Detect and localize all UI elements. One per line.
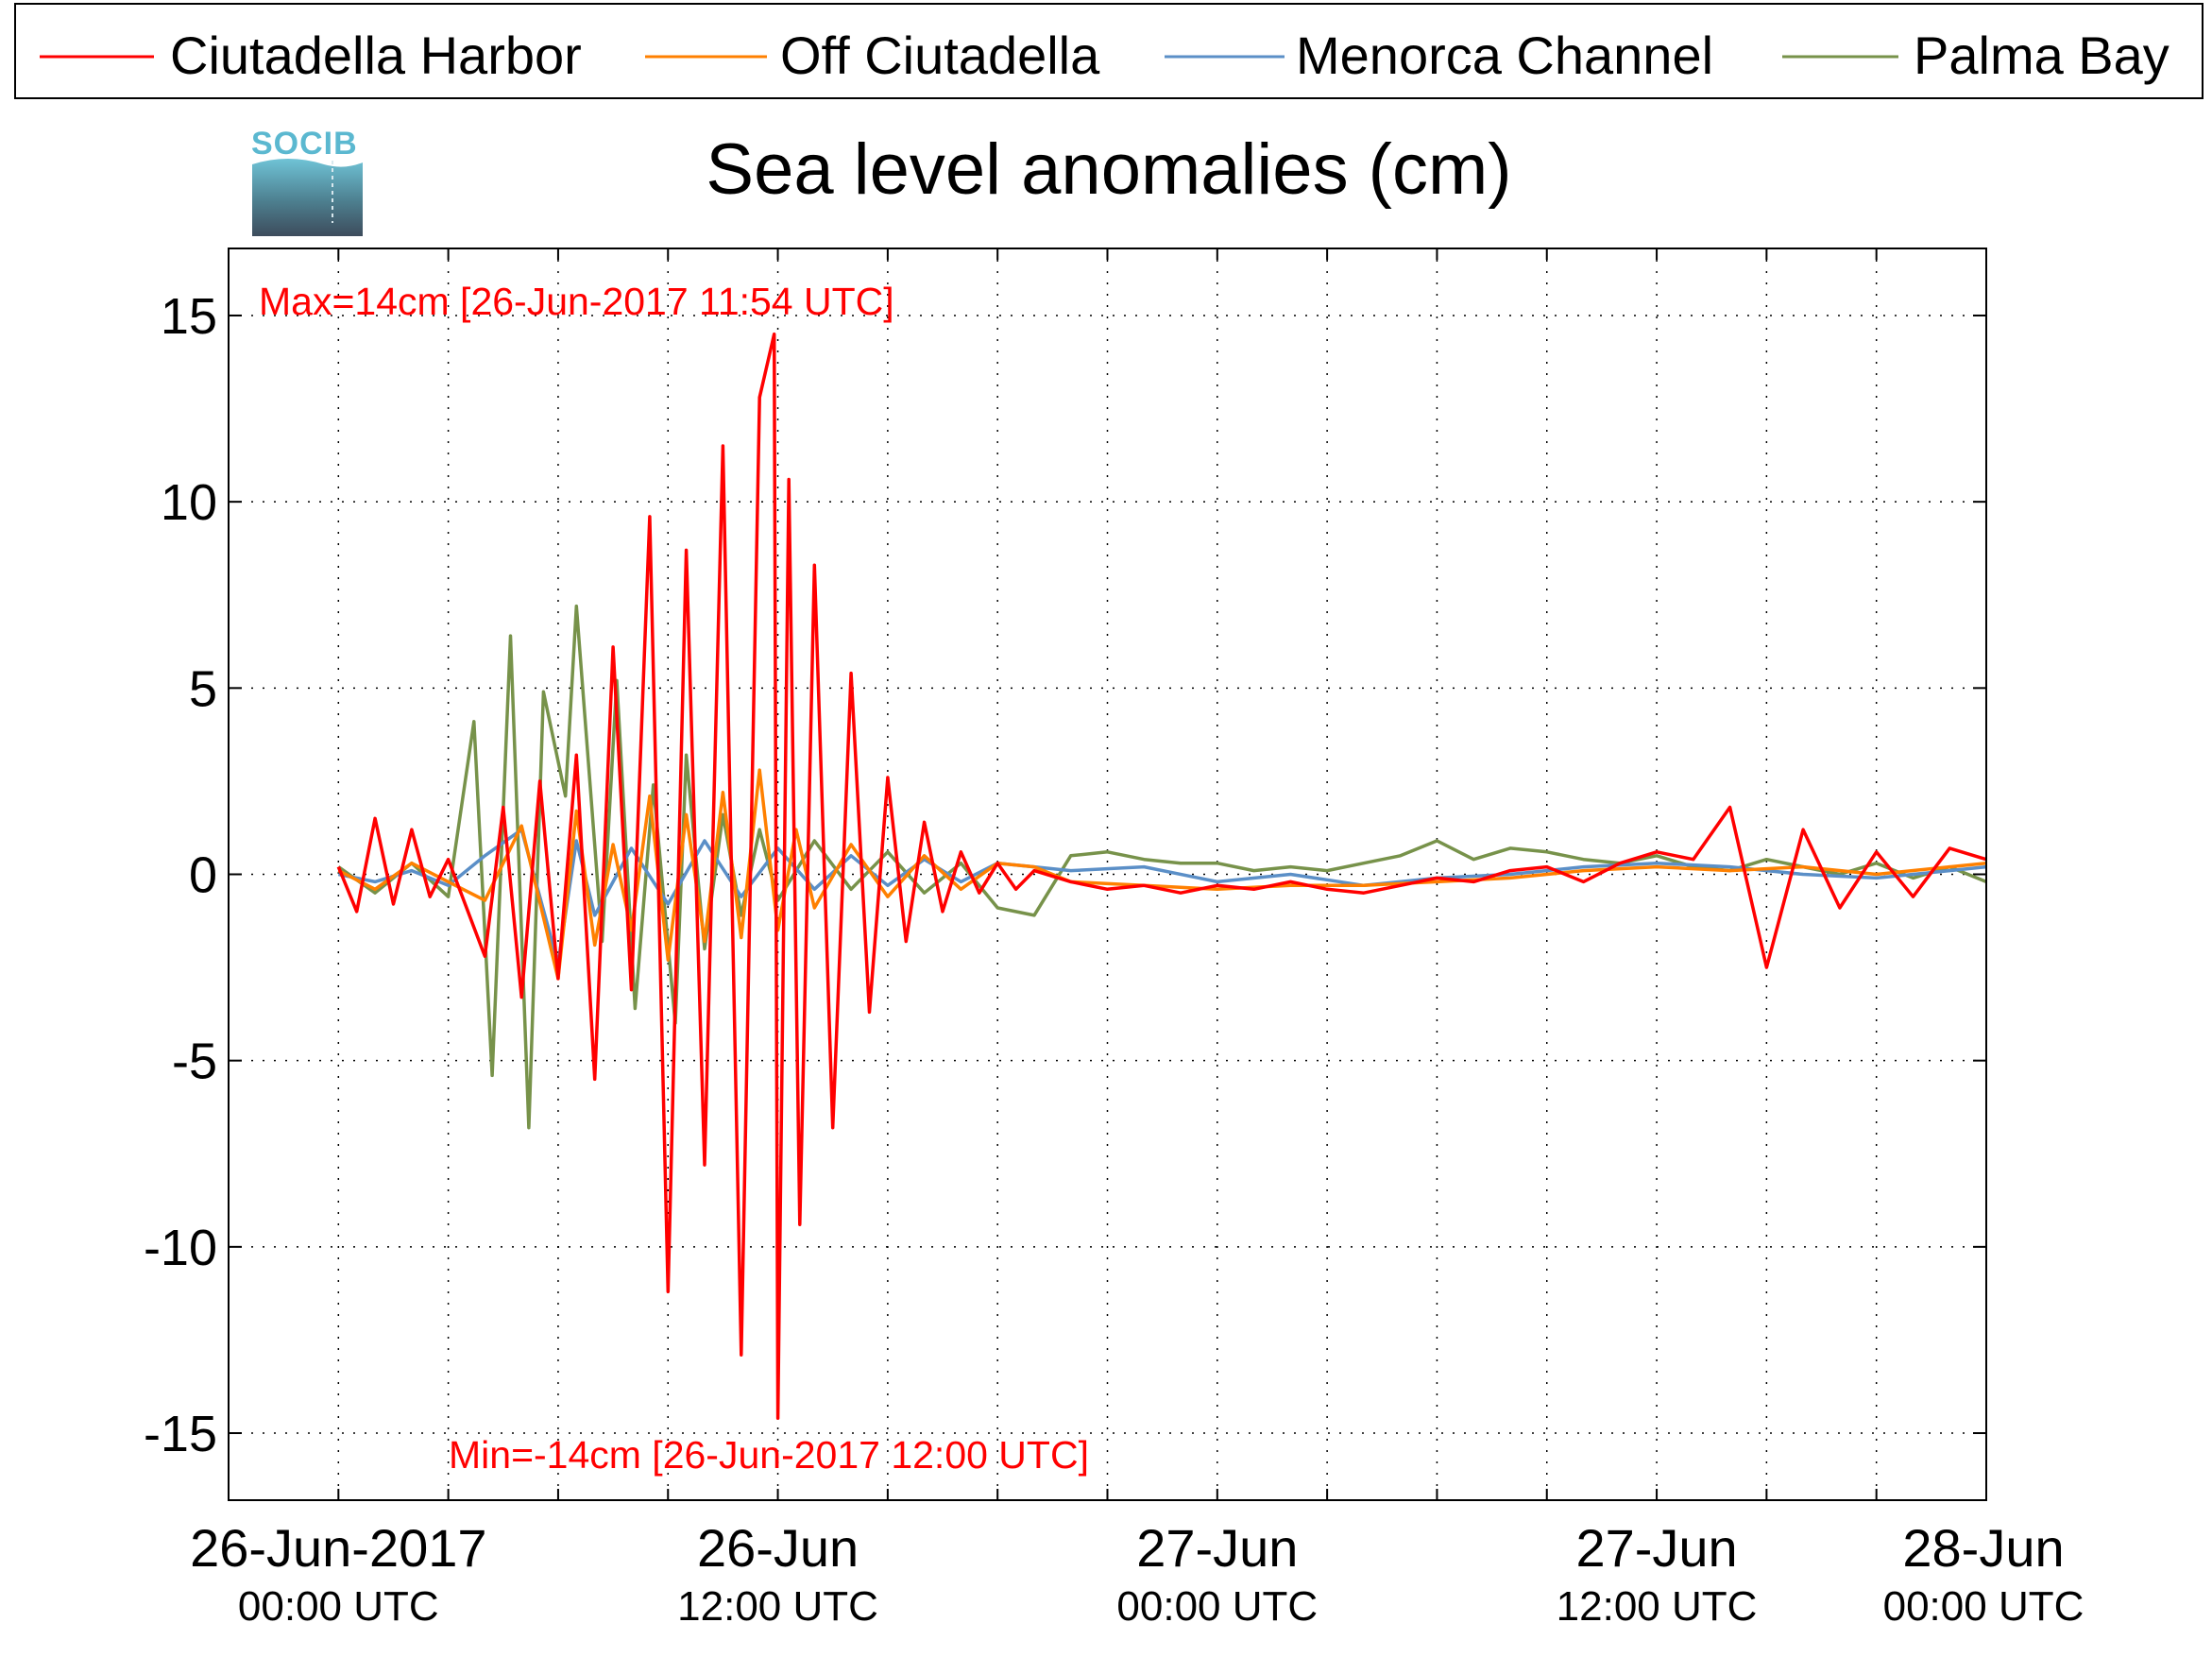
x-tick-label-date: 26-Jun	[697, 1518, 859, 1578]
x-tick-label-time: 00:00 UTC	[238, 1583, 439, 1630]
legend-label-ciutadella-harbor: Ciutadella Harbor	[170, 26, 582, 85]
series-line-menorca-channel	[337, 828, 1987, 965]
min-annotation: Min=-14cm [26-Jun-2017 12:00 UTC]	[449, 1433, 1089, 1477]
socib-logo-wave-icon	[252, 159, 363, 236]
legend-box	[14, 3, 2203, 99]
x-tick-label-time: 00:00 UTC	[1116, 1583, 1318, 1630]
series-line-ciutadella-harbor	[336, 332, 1987, 1420]
series-line-off-ciutadella	[337, 768, 1987, 981]
legend-label-palma-bay: Palma Bay	[1914, 26, 2169, 85]
x-tick-label-time: 12:00 UTC	[1557, 1583, 1758, 1630]
y-tick-label: -5	[172, 1033, 217, 1090]
x-tick-label-date: 27-Jun	[1136, 1518, 1298, 1578]
x-axis-tick-labels: 26-Jun-2017 00:00 UTC 26-Jun 12:00 UTC 27-Ju…	[190, 1518, 2084, 1630]
y-tick-label: -10	[144, 1220, 217, 1276]
x-tick-label-date: 26-Jun-2017	[190, 1518, 486, 1578]
y-tick-label: -15	[144, 1406, 217, 1462]
chart-title: Sea level anomalies (cm)	[706, 129, 1511, 210]
y-tick-label: 0	[189, 847, 217, 904]
y-axis-tick-labels: 15 10 5 0 -5 -10 -15	[144, 288, 217, 1462]
y-tick-label: 15	[161, 288, 217, 345]
max-annotation: Max=14cm [26-Jun-2017 11:54 UTC]	[259, 280, 894, 323]
axis-ticks	[228, 248, 1987, 1500]
plot-area-frame	[228, 248, 1987, 1501]
legend-label-menorca-channel: Menorca Channel	[1296, 26, 1713, 85]
grid	[228, 248, 1987, 1500]
y-tick-label: 5	[189, 660, 217, 717]
legend: Ciutadella Harbor Off Ciutadella Menorca…	[14, 3, 2203, 99]
x-tick-label-date: 27-Jun	[1575, 1518, 1737, 1578]
socib-logo: SOCIB	[251, 126, 363, 236]
series-layer	[336, 332, 1987, 1420]
x-tick-label-date: 28-Jun	[1902, 1518, 2064, 1578]
series-line-palma-bay	[337, 604, 1987, 1130]
y-tick-label: 10	[161, 474, 217, 531]
socib-logo-text: SOCIB	[251, 126, 358, 162]
legend-label-off-ciutadella: Off Ciutadella	[780, 26, 1100, 85]
x-tick-label-time: 12:00 UTC	[677, 1583, 878, 1630]
x-tick-label-time: 00:00 UTC	[1883, 1583, 2084, 1630]
